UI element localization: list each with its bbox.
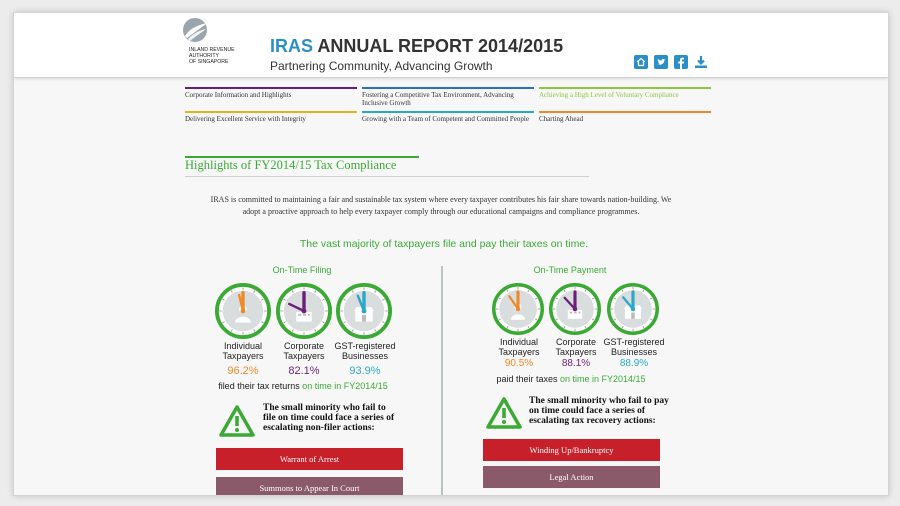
payment-caption-text: paid their taxes xyxy=(496,374,560,384)
filing-warning-text: The small minority who fail to file on t… xyxy=(263,403,395,433)
title-brand: IRAS xyxy=(270,36,314,56)
twitter-icon[interactable] xyxy=(654,55,668,69)
home-icon[interactable] xyxy=(634,55,648,69)
payment-label-corporate: Corporate Taxpayers xyxy=(555,337,597,357)
intro-paragraph: IRAS is committed to maintaining a fair … xyxy=(210,195,672,216)
warning-icon xyxy=(219,405,255,437)
section-accent-line xyxy=(185,156,419,158)
compliance-headline: The vast majority of taxpayers file and … xyxy=(299,238,589,250)
download-icon[interactable] xyxy=(694,55,708,69)
section-underline xyxy=(185,176,589,177)
report-subtitle: Partnering Community, Advancing Growth xyxy=(270,59,493,73)
payment-pct-corporate: 88.1% xyxy=(561,358,591,369)
payment-pct-individual: 90.5% xyxy=(504,358,534,369)
nav-item-competent-team[interactable]: Growing with a Team of Competent and Com… xyxy=(362,111,534,124)
payment-caption-emphasis: on time in FY2014/15 xyxy=(559,374,646,384)
nav-item-label: Fostering a Competitive Tax Environment,… xyxy=(362,91,514,107)
org-name: INLAND REVENUE AUTHORITY OF SINGAPORE xyxy=(189,47,235,65)
payment-label-individual: Individual Taxpayers xyxy=(498,337,540,357)
filing-caption-text: filed their tax returns xyxy=(218,381,303,391)
filing-pct-corporate: 82.1% xyxy=(288,365,320,377)
nav-item-label: Delivering Excellent Service with Integr… xyxy=(185,115,306,123)
payment-gauge-individual xyxy=(492,283,544,335)
nav-item-label: Growing with a Team of Competent and Com… xyxy=(362,115,529,123)
filing-label-corporate: Corporate Taxpayers xyxy=(283,341,325,361)
payment-gauge-gst xyxy=(607,283,659,335)
payment-caption: paid their taxes on time in FY2014/15 xyxy=(441,374,701,384)
filing-pct-gst: 93.9% xyxy=(349,365,381,377)
payment-pct-gst: 88.9% xyxy=(619,358,649,369)
payment-label-gst: GST-registered Businesses xyxy=(603,337,665,357)
nav-item-excellent-service[interactable]: Delivering Excellent Service with Integr… xyxy=(185,111,357,124)
iras-logo[interactable] xyxy=(179,17,249,75)
filing-caption-emphasis: on time in FY2014/15 xyxy=(302,381,388,391)
filing-label-gst: GST-registered Businesses xyxy=(334,341,396,361)
payment-gauge-corporate xyxy=(549,283,601,335)
action-warrant-of-arrest: Warrant of Arrest xyxy=(216,448,403,470)
action-winding-up-bankruptcy: Winding Up/Bankruptcy xyxy=(483,439,660,461)
nav-item-label: Achieving a High Level of Voluntary Comp… xyxy=(539,91,679,99)
action-summons-to-court: Summons to Appear In Court xyxy=(216,477,403,495)
site-header: INLAND REVENUE AUTHORITY OF SINGAPORE IR… xyxy=(14,13,888,78)
filing-gauge-corporate xyxy=(276,283,332,339)
nav-item-corporate-information[interactable]: Corporate Information and Highlights xyxy=(185,87,357,100)
title-rest: ANNUAL REPORT 2014/2015 xyxy=(313,36,564,56)
nav-item-charting-ahead[interactable]: Charting Ahead xyxy=(539,111,711,124)
filing-caption: filed their tax returns on time in FY201… xyxy=(173,381,433,391)
filing-label-individual: Individual Taxpayers xyxy=(222,341,264,361)
column-divider xyxy=(441,266,443,495)
warning-icon xyxy=(486,397,522,429)
nav-item-voluntary-compliance[interactable]: Achieving a High Level of Voluntary Comp… xyxy=(539,87,711,100)
payment-warning-text: The small minority who fail to pay on ti… xyxy=(529,396,669,426)
payment-column-title: On-Time Payment xyxy=(533,265,607,275)
section-title: Highlights of FY2014/15 Tax Compliance xyxy=(185,158,397,172)
filing-pct-individual: 96.2% xyxy=(227,365,259,377)
nav-item-label: Corporate Information and Highlights xyxy=(185,91,292,99)
report-title: IRAS ANNUAL REPORT 2014/2015 xyxy=(270,36,563,57)
nav-item-label: Charting Ahead xyxy=(539,115,584,123)
filing-gauge-individual xyxy=(215,283,271,339)
nav-item-competitive-tax-environment[interactable]: Fostering a Competitive Tax Environment,… xyxy=(362,87,534,107)
facebook-icon[interactable] xyxy=(674,55,688,69)
action-legal-action: Legal Action xyxy=(483,466,660,488)
page-frame: INLAND REVENUE AUTHORITY OF SINGAPORE IR… xyxy=(13,12,889,496)
filing-column-title: On-Time Filing xyxy=(272,265,332,275)
filing-gauge-gst xyxy=(336,283,392,339)
